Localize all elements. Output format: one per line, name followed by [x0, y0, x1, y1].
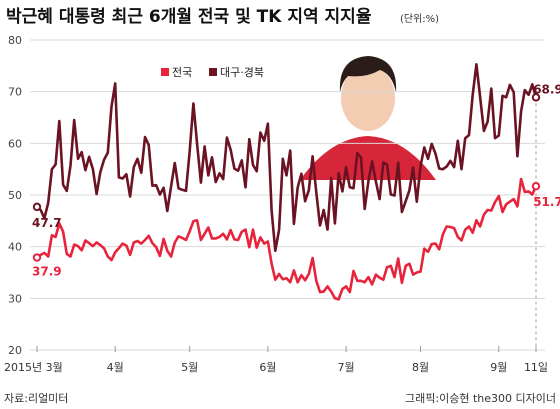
series-layer — [32, 63, 541, 301]
x-tick-label: 7월 — [338, 361, 355, 374]
legend: 전국 대구·경북 — [161, 66, 264, 79]
endpoint-marker-tk — [32, 202, 42, 212]
source-label: 자료:리얼미터 — [4, 391, 68, 405]
y-tick-label: 20 — [8, 344, 22, 357]
legend-label-tk: 대구·경북 — [220, 66, 264, 79]
end-label-national: 51.7 — [533, 195, 560, 209]
legend-swatch-national — [161, 68, 169, 76]
x-tick-label: 8월 — [412, 361, 429, 374]
series-line-national — [36, 177, 538, 301]
y-axis-ticks: 20 30 40 50 60 70 80 — [8, 34, 22, 357]
unit-label: (단위:%) — [400, 12, 439, 25]
endpoint-marker-national — [531, 182, 541, 191]
x-tick-label: 4월 — [107, 361, 124, 374]
x-axis-ticks: 2015년 3월 4월 5월 6월 7월 8월 9월 11일 — [4, 346, 548, 374]
x-tick-label: 11일 — [524, 360, 548, 374]
chart-title: 박근혜 대통령 최근 6개월 전국 및 TK 지역 지지율 — [6, 6, 372, 27]
y-tick-label: 40 — [8, 241, 22, 254]
y-tick-label: 30 — [8, 292, 22, 305]
x-tick-label: 9월 — [490, 361, 507, 374]
series-line-tk — [36, 63, 538, 253]
data-labels: 37.9 51.7 47.7 68.9 — [32, 82, 560, 278]
credit-label: 그래픽:이승현 the300 디자이너 — [405, 392, 556, 405]
x-tick-label: 2015년 3월 — [4, 361, 63, 374]
y-tick-label: 80 — [8, 34, 22, 47]
legend-label-national: 전국 — [172, 66, 192, 79]
y-tick-label: 50 — [8, 189, 22, 202]
endpoint-marker-national — [32, 253, 42, 262]
portrait-photo — [292, 38, 444, 186]
endpoint-marker-tk — [531, 93, 541, 102]
legend-swatch-tk — [209, 68, 217, 76]
start-label-tk: 47.7 — [32, 216, 62, 230]
end-label-tk: 68.9 — [533, 82, 560, 96]
y-tick-label: 70 — [8, 86, 22, 99]
y-tick-label: 60 — [8, 137, 22, 150]
start-label-national: 37.9 — [32, 265, 62, 279]
x-tick-label: 5월 — [181, 361, 198, 374]
x-tick-label: 6월 — [259, 361, 276, 374]
grid-lines — [30, 39, 545, 351]
